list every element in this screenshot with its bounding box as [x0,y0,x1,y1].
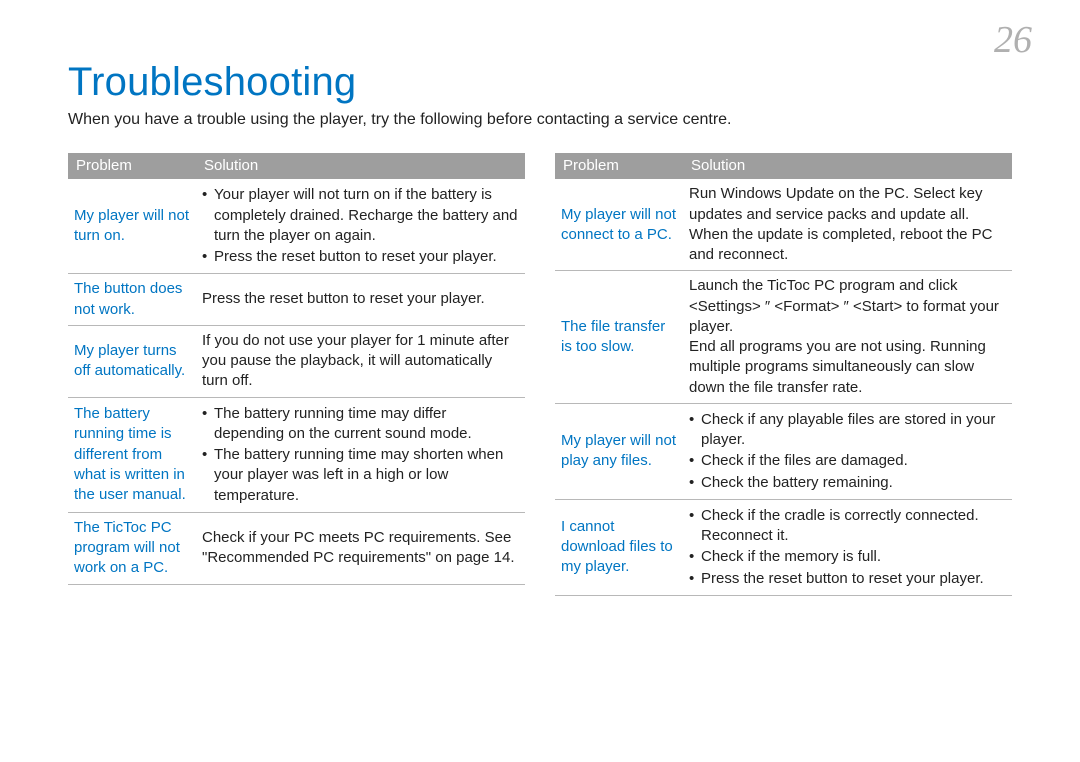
problem-cell: The battery running time is different fr… [68,397,196,512]
table-row: The button does not work. Press the reset… [68,274,525,326]
problem-cell: I cannot download files to my player. [555,499,683,595]
page-title: Troubleshooting [68,60,1012,105]
page: 26 Troubleshooting When you have a troub… [0,0,1080,762]
left-column: Problem Solution My player will not turn… [68,153,525,596]
right-column: Problem Solution My player will not conn… [555,153,1012,596]
solution-cell: Press the reset button to reset your pla… [196,274,525,326]
solution-item: Check if the memory is full. [689,547,1006,567]
table-row: The TicToc PC program will not work on a… [68,512,525,584]
solution-list: Your player will not turn on if the batt… [202,185,519,267]
table-row: My player will not turn on.Your player w… [68,179,525,274]
problem-cell: My player will not turn on. [68,179,196,274]
table-header-solution: Solution [683,153,1012,179]
solution-list: Check if any playable files are stored i… [689,410,1006,493]
solution-cell: If you do not use your player for 1 minu… [196,325,525,397]
problem-cell: My player will not connect to a PC. [555,179,683,271]
table-row: My player will not play any files.Check … [555,403,1012,499]
intro-text: When you have a trouble using the player… [68,111,1012,129]
table-row: My player turns off automatically.If you… [68,325,525,397]
solution-item: Press the reset button to reset your pla… [202,247,519,267]
table-row: My player will not connect to a PC.Run W… [555,179,1012,271]
solution-cell: Check if any playable files are stored i… [683,403,1012,499]
problem-cell: The button does not work. [68,274,196,326]
solution-item: Check the battery remaining. [689,473,1006,493]
table-row: The file transfer is too slow.Launch the… [555,271,1012,404]
solution-cell: Check if your PC meets PC requirements. … [196,512,525,584]
solution-list: Check if the cradle is correctly connect… [689,506,1006,589]
solution-cell: Check if the cradle is correctly connect… [683,499,1012,595]
problem-cell: The TicToc PC program will not work on a… [68,512,196,584]
table-header-problem: Problem [555,153,683,179]
problem-cell: My player will not play any files. [555,403,683,499]
page-number: 26 [994,18,1032,62]
solution-item: Check if the files are damaged. [689,451,1006,471]
table-row: The battery running time is different fr… [68,397,525,512]
table-header-solution: Solution [196,153,525,179]
solution-cell: Run Windows Update on the PC. Select key… [683,179,1012,271]
content-columns: Problem Solution My player will not turn… [68,153,1012,596]
solution-cell: Your player will not turn on if the batt… [196,179,525,274]
table-header-problem: Problem [68,153,196,179]
solution-item: Check if any playable files are stored i… [689,410,1006,451]
solution-text: If you do not use your player for 1 minu… [202,331,519,392]
solution-item: Your player will not turn on if the batt… [202,185,519,246]
solution-item: Check if the cradle is correctly connect… [689,506,1006,547]
solution-text: End all programs you are not using. Runn… [689,337,1006,398]
solution-item: The battery running time may shorten whe… [202,445,519,506]
solution-text: Run Windows Update on the PC. Select key… [689,184,1006,265]
solution-text: Check if your PC meets PC requirements. … [202,528,519,569]
solution-cell: Launch the TicToc PC program and click <… [683,271,1012,404]
table-row: I cannot download files to my player.Che… [555,499,1012,595]
solution-text: Press the reset button to reset your pla… [202,289,519,309]
solution-list: The battery running time may differ depe… [202,404,519,506]
solution-item: Press the reset button to reset your pla… [689,569,1006,589]
troubleshooting-table-right: Problem Solution My player will not conn… [555,153,1012,596]
solution-text: Launch the TicToc PC program and click <… [689,276,1006,337]
solution-item: The battery running time may differ depe… [202,404,519,445]
troubleshooting-table-left: Problem Solution My player will not turn… [68,153,525,585]
problem-cell: The file transfer is too slow. [555,271,683,404]
problem-cell: My player turns off automatically. [68,325,196,397]
solution-cell: The battery running time may differ depe… [196,397,525,512]
